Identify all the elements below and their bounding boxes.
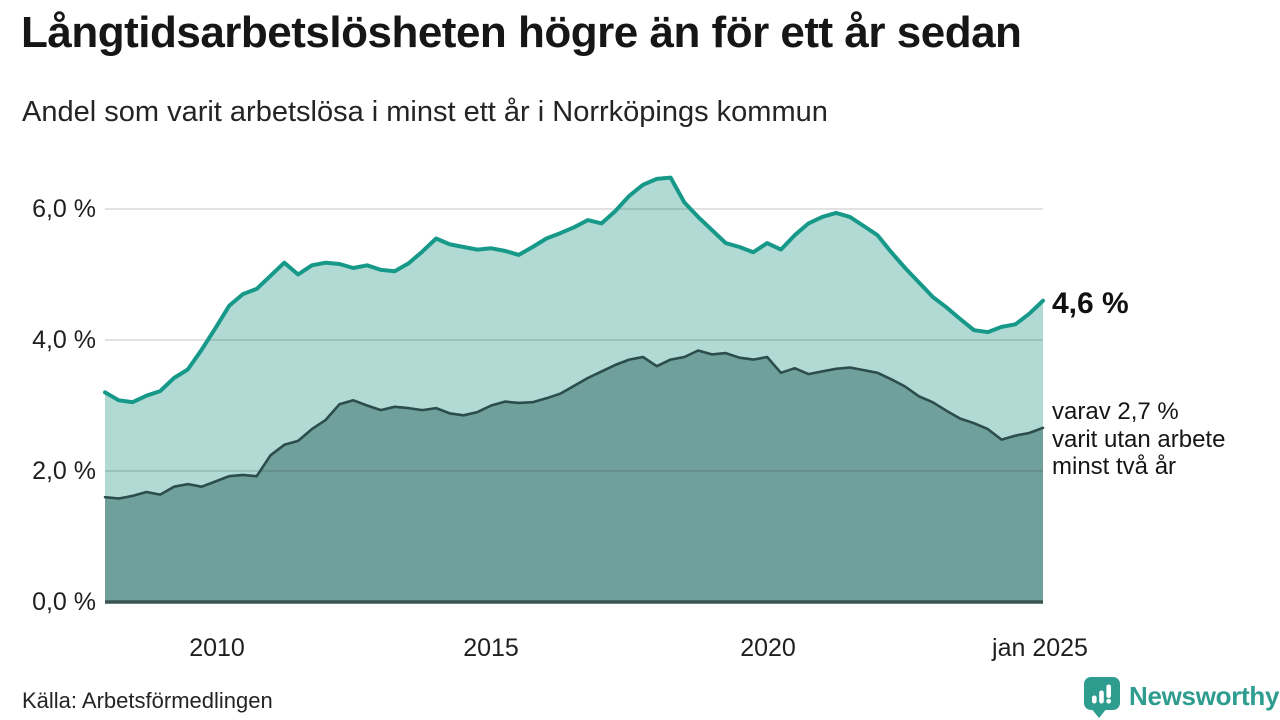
- y-axis-tick-2: 2,0 %: [32, 457, 96, 485]
- y-axis-tick-6: 6,0 %: [32, 195, 96, 223]
- source-credit: Källa: Arbetsförmedlingen: [22, 688, 273, 713]
- x-axis-tick-2015: 2015: [463, 634, 519, 662]
- annotation-line-1: varav 2,7 %: [1052, 398, 1179, 425]
- newsworthy-logo: Newsworthy: [1084, 677, 1279, 719]
- x-axis-tick-jan-2025: jan 2025: [992, 634, 1088, 662]
- chart-title: Långtidsarbetslösheten högre än för ett …: [21, 8, 1022, 57]
- series1-end-value-label: 4,6 %: [1052, 287, 1129, 320]
- newsworthy-pin-icon: [1084, 677, 1120, 718]
- y-axis-tick-0: 0,0 %: [32, 588, 96, 616]
- newsworthy-wordmark: Newsworthy: [1129, 680, 1280, 711]
- annotation-line-2: varit utan arbete: [1052, 425, 1226, 453]
- annotation-line-3: minst två år: [1052, 453, 1177, 480]
- y-axis-tick-4: 4,0 %: [32, 326, 96, 354]
- series2-end-annotation: varav 2,7 % varit utan arbete minst två …: [1052, 398, 1225, 481]
- chart-subtitle: Andel som varit arbetslösa i minst ett å…: [22, 96, 828, 128]
- x-axis-tick-2010: 2010: [189, 634, 245, 662]
- x-axis-tick-2020: 2020: [740, 634, 796, 662]
